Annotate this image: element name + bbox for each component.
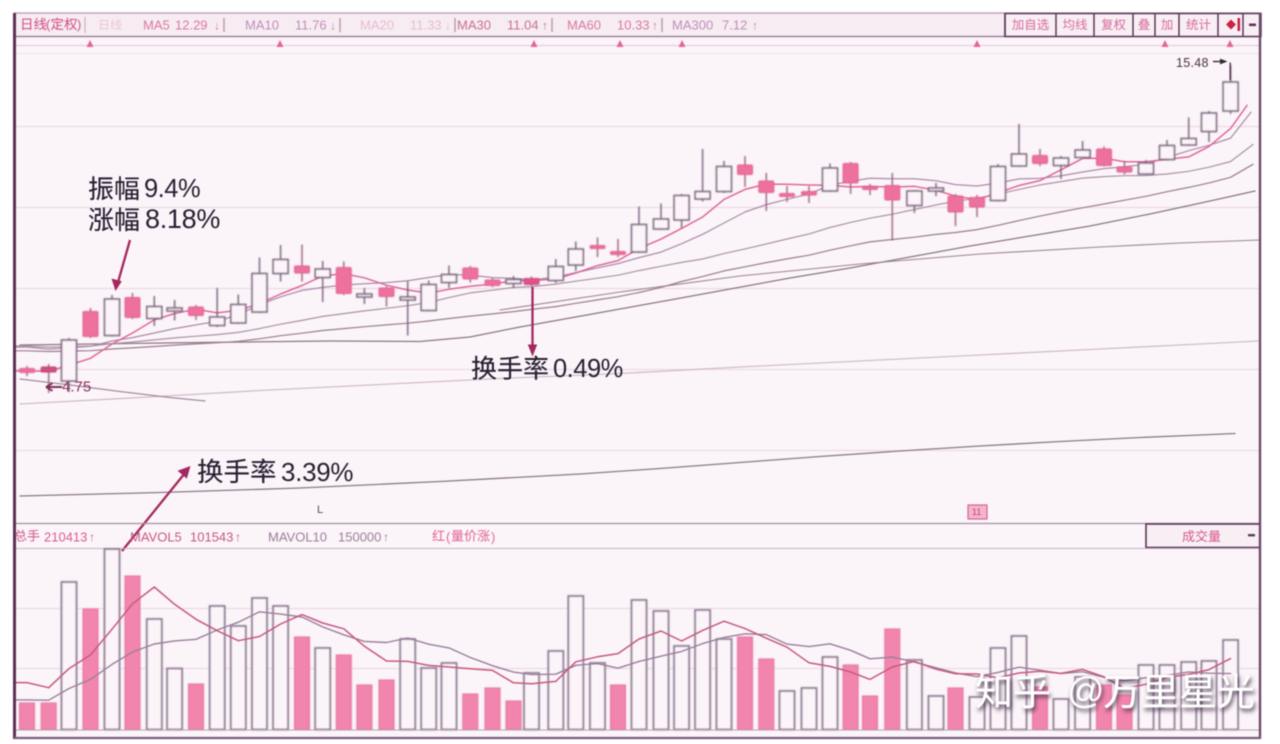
svg-text:7.12: 7.12 [722,18,747,33]
svg-text:MA60: MA60 [567,18,601,33]
svg-text:MAVOL10: MAVOL10 [268,530,327,545]
svg-text:210413: 210413 [44,530,87,545]
svg-text:↑: ↑ [89,530,95,544]
svg-text:9.4%: 9.4% [144,175,200,203]
svg-text:@: @ [1069,673,1107,714]
svg-text:10.33: 10.33 [617,18,650,33]
svg-text:0.49%: 0.49% [553,355,623,383]
svg-text:MA10: MA10 [245,18,279,33]
svg-text:MA5: MA5 [143,18,170,33]
svg-text:↓: ↓ [330,19,336,33]
svg-text:(: ( [46,17,51,32]
svg-text:150000: 150000 [338,530,381,545]
svg-text:4.75: 4.75 [62,379,91,396]
svg-text:MA20: MA20 [360,18,394,33]
svg-text:11.33: 11.33 [410,18,442,33]
svg-text:↓: ↓ [445,19,451,33]
svg-text:MA300: MA300 [672,18,713,33]
svg-text:15.48: 15.48 [1176,56,1209,70]
svg-text:↑: ↑ [235,530,241,544]
svg-text:MAVOL5: MAVOL5 [130,530,182,545]
svg-text:12.29: 12.29 [175,18,208,33]
svg-text:MA30: MA30 [457,18,491,33]
svg-text:11.04: 11.04 [507,18,539,33]
svg-text:): ) [77,17,81,32]
svg-text:3.39%: 3.39% [281,457,353,487]
svg-text:(: ( [446,530,451,545]
svg-text:11.76: 11.76 [295,18,327,33]
svg-text:8.18%: 8.18% [145,204,220,234]
svg-text:@: @ [1067,670,1105,711]
svg-text:L: L [317,504,323,516]
svg-text:↓: ↓ [214,19,220,33]
svg-text:11: 11 [972,507,981,517]
svg-text:): ) [491,530,495,545]
svg-text:↑: ↑ [383,530,389,544]
svg-text:↑: ↑ [752,19,758,33]
svg-text:↑: ↑ [652,19,658,33]
svg-text:101543: 101543 [190,530,233,545]
svg-text:↑: ↑ [542,19,548,33]
